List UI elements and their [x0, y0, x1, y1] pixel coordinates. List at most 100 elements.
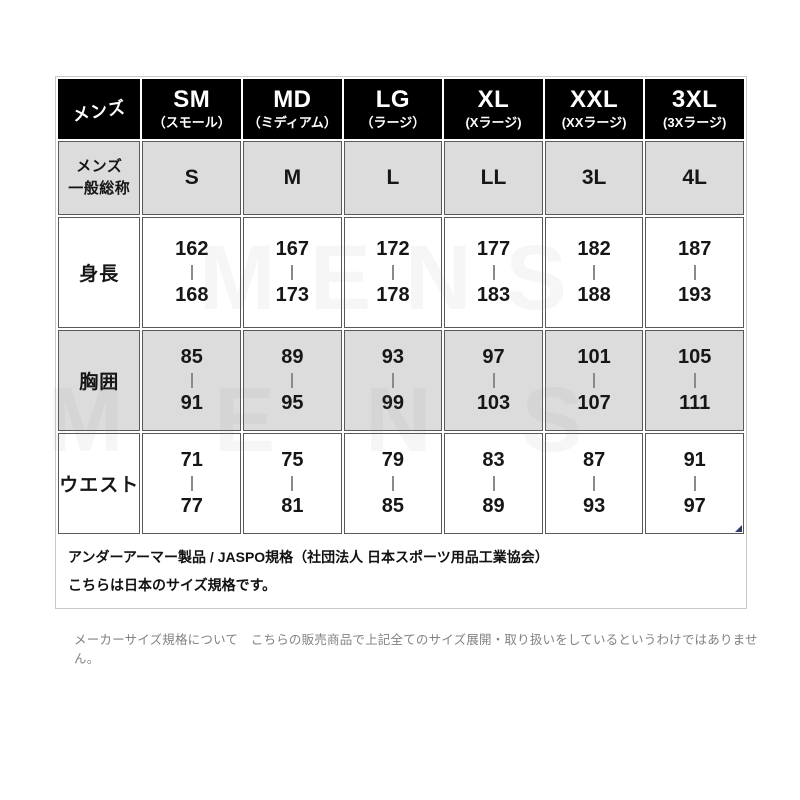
- size-code-sub: （ラージ）: [360, 115, 426, 131]
- range-max: 188: [577, 284, 611, 306]
- column-header-xxl: XXL (XXラージ): [544, 79, 644, 139]
- range-max: 111: [679, 392, 711, 414]
- range-min: 172: [376, 238, 410, 260]
- column-header-sm: SM （スモール）: [142, 79, 242, 139]
- note-line-standard: アンダーアーマー製品 / JASPO規格（社団法人 日本スポーツ用品工業協会）: [68, 549, 549, 565]
- range-cell: 91 97: [645, 433, 744, 534]
- range-max: 85: [381, 495, 405, 517]
- range-separator: [593, 373, 596, 388]
- column-header-lg: LG （ラージ）: [343, 79, 443, 139]
- range-separator: [492, 476, 495, 491]
- range-cell: 89 95: [243, 330, 342, 431]
- manufacturer-size-disclaimer: メーカーサイズ規格について こちらの販売商品で上記全てのサイズ展開・取り扱いをし…: [74, 633, 758, 666]
- range-max: 77: [180, 495, 203, 517]
- range-separator: [593, 476, 596, 491]
- size-code-sub: (3Xラージ): [663, 115, 727, 131]
- range-separator: [391, 476, 394, 491]
- size-code-sub: （スモール）: [152, 115, 231, 131]
- range-separator: [693, 476, 696, 491]
- range-min: 83: [482, 449, 505, 471]
- range-max: 99: [381, 392, 405, 414]
- header-row: メンズ SM （スモール） MD （ミディアム） LG （ラージ） XL (Xラ…: [58, 79, 744, 139]
- range-min: 71: [180, 449, 203, 471]
- range-cell: 75 81: [243, 433, 342, 534]
- range-separator: [492, 373, 495, 388]
- range-separator: [492, 265, 495, 280]
- general-size-cell: S: [142, 141, 242, 215]
- range-min: 187: [678, 238, 712, 260]
- size-chart-table: メンズ SM （スモール） MD （ミディアム） LG （ラージ） XL (Xラ…: [55, 76, 747, 609]
- row-label-waist: ウエスト: [58, 433, 141, 534]
- size-code: MD: [273, 85, 312, 113]
- header-corner-cell: メンズ: [58, 79, 141, 139]
- range-separator: [693, 373, 696, 388]
- range-max: 168: [175, 284, 209, 306]
- range-cell: 187 193: [645, 217, 744, 328]
- range-cell: 93 99: [343, 330, 443, 431]
- range-max: 89: [482, 495, 505, 517]
- range-cell: 162 168: [142, 217, 242, 328]
- range-cell: 79 85: [343, 433, 443, 534]
- range-min: 89: [281, 346, 304, 368]
- range-min: 87: [582, 449, 606, 471]
- general-size-row: メンズ 一般総称 S M L LL 3L 4L: [58, 141, 744, 215]
- range-max: 91: [180, 392, 203, 414]
- range-max: 107: [577, 392, 611, 414]
- note-line-japan-size: こちらは日本のサイズ規格です。: [68, 577, 277, 593]
- size-code: XL: [477, 85, 510, 113]
- chest-row: 胸囲 85 91 89 95 93 99 97: [58, 330, 744, 431]
- range-max: 93: [582, 495, 606, 517]
- header-corner-label: メンズ: [71, 97, 128, 125]
- range-min: 79: [381, 449, 405, 471]
- row-label-line1: メンズ: [76, 157, 123, 175]
- size-code-sub: (Xラージ): [465, 115, 522, 131]
- range-max: 193: [678, 284, 712, 306]
- cell-corner-marker: [735, 525, 742, 532]
- waist-row: ウエスト 71 77 75 81 79 85 83: [58, 433, 744, 534]
- range-min: 75: [281, 449, 304, 471]
- range-cell: 172 178: [343, 217, 443, 328]
- row-label-chest: 胸囲: [58, 330, 141, 431]
- row-label-general: メンズ 一般総称: [58, 141, 141, 215]
- range-min: 85: [180, 346, 203, 368]
- range-min: 182: [577, 238, 611, 260]
- range-max: 183: [476, 284, 511, 306]
- notes-row: アンダーアーマー製品 / JASPO規格（社団法人 日本スポーツ用品工業協会） …: [58, 536, 744, 606]
- range-cell: 105 111: [645, 330, 744, 431]
- range-min: 101: [577, 346, 611, 368]
- table-notes: アンダーアーマー製品 / JASPO規格（社団法人 日本スポーツ用品工業協会） …: [58, 536, 744, 606]
- column-header-3xl: 3XL (3Xラージ): [645, 79, 744, 139]
- range-separator: [291, 373, 294, 388]
- range-max: 103: [476, 392, 511, 414]
- range-separator: [291, 476, 294, 491]
- range-cell: 85 91: [142, 330, 242, 431]
- range-min: 162: [175, 238, 209, 260]
- range-min: 105: [678, 346, 712, 368]
- range-min: 91: [683, 449, 706, 471]
- size-code-sub: (XXラージ): [561, 115, 627, 131]
- range-cell: 182 188: [544, 217, 644, 328]
- general-size-cell: 3L: [544, 141, 644, 215]
- range-separator: [190, 373, 193, 388]
- range-separator: [291, 265, 294, 280]
- general-size-cell: 4L: [645, 141, 744, 215]
- range-cell: 177 183: [444, 217, 543, 328]
- range-cell: 167 173: [243, 217, 342, 328]
- general-size-cell: M: [243, 141, 342, 215]
- range-separator: [190, 476, 193, 491]
- size-code-sub: （ミディアム）: [247, 115, 337, 131]
- size-code: XXL: [569, 85, 619, 113]
- range-max: 178: [376, 284, 410, 306]
- range-min: 167: [275, 238, 310, 260]
- range-max: 95: [281, 392, 304, 414]
- general-size-cell: L: [343, 141, 443, 215]
- size-code: 3XL: [671, 85, 718, 113]
- range-separator: [593, 265, 596, 280]
- range-cell: 101 107: [544, 330, 644, 431]
- row-label-line2: 一般総称: [68, 180, 131, 197]
- range-cell: 71 77: [142, 433, 242, 534]
- range-min: 93: [381, 346, 405, 368]
- height-row: 身長 162 168 167 173 172 178 177: [58, 217, 744, 328]
- column-header-md: MD （ミディアム）: [243, 79, 342, 139]
